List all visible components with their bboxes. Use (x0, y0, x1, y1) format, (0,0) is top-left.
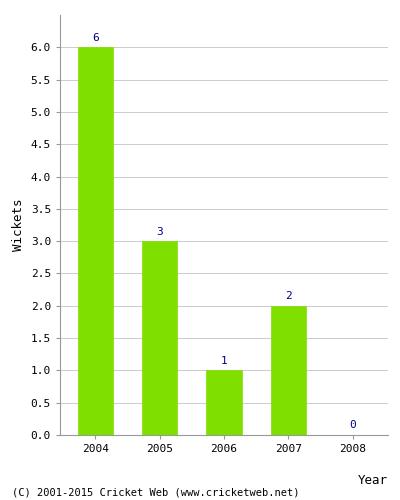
Text: 6: 6 (92, 33, 99, 43)
Text: 2: 2 (285, 291, 292, 301)
Bar (206, 370, 242, 435)
Bar (78, 48, 113, 435)
Bar (142, 241, 177, 435)
Text: Year: Year (358, 474, 388, 487)
Text: 3: 3 (156, 226, 163, 236)
Y-axis label: Wickets: Wickets (12, 198, 25, 251)
Bar (271, 306, 306, 435)
Text: 0: 0 (349, 420, 356, 430)
Text: (C) 2001-2015 Cricket Web (www.cricketweb.net): (C) 2001-2015 Cricket Web (www.cricketwe… (12, 488, 300, 498)
Text: 1: 1 (221, 356, 227, 366)
